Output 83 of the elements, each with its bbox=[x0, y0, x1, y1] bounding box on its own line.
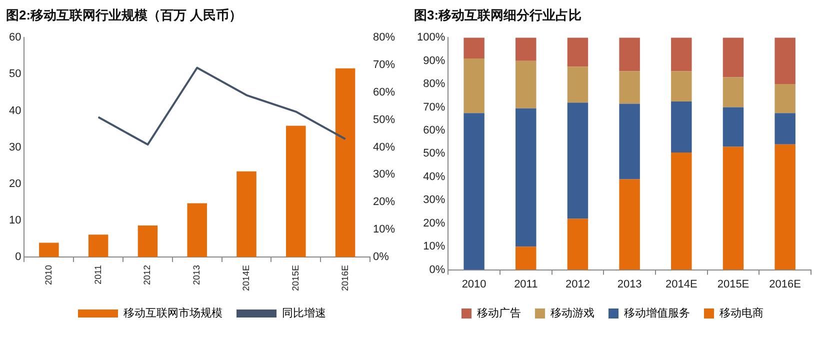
bar bbox=[187, 203, 207, 257]
y-tick-label: 50% bbox=[423, 148, 446, 160]
legend-label: 移动互联网市场规模 bbox=[124, 306, 222, 320]
y-tick-label: 0 bbox=[15, 251, 22, 264]
x-tick-label: 2016E bbox=[340, 264, 350, 292]
legend-label: 同比增速 bbox=[282, 306, 326, 320]
x-tick-label: 2010 bbox=[43, 264, 54, 286]
bar bbox=[671, 101, 692, 153]
y-tick-label: 60 bbox=[8, 32, 22, 44]
bar bbox=[286, 126, 306, 257]
bar bbox=[567, 66, 588, 103]
y-tick-label: 10 bbox=[8, 214, 22, 226]
bar bbox=[464, 38, 484, 58]
y-tick-label: 30 bbox=[8, 141, 22, 154]
bar bbox=[335, 68, 356, 257]
y-tick-label: 20% bbox=[423, 217, 446, 230]
x-tick-label: 2010 bbox=[462, 278, 486, 290]
x-tick-label: 2015E bbox=[717, 278, 750, 290]
x-tick-label: 2013 bbox=[192, 264, 202, 286]
x-tick-label: 2015E bbox=[290, 264, 300, 292]
bar bbox=[722, 107, 744, 147]
y-tick-label: 60% bbox=[423, 124, 446, 137]
legend-label: 移动游戏 bbox=[550, 306, 594, 320]
bar bbox=[619, 104, 640, 180]
y2-tick-label: 30% bbox=[372, 168, 396, 181]
bar bbox=[619, 71, 640, 104]
bar bbox=[671, 38, 692, 72]
bar bbox=[671, 71, 692, 102]
y-tick-label: 50 bbox=[8, 68, 22, 80]
y-tick-label: 70% bbox=[423, 101, 446, 114]
bar bbox=[39, 242, 59, 257]
y2-tick-label: 80% bbox=[372, 32, 396, 44]
y2-tick-label: 50% bbox=[372, 114, 396, 126]
bar bbox=[464, 113, 484, 270]
legend-label: 移动电商 bbox=[720, 306, 764, 320]
bar bbox=[88, 234, 108, 257]
x-tick-label: 2013 bbox=[617, 278, 642, 290]
y2-tick-label: 40% bbox=[372, 141, 396, 154]
bar bbox=[567, 102, 588, 219]
x-tick-label: 2014E bbox=[240, 264, 251, 292]
y-tick-label: 20 bbox=[8, 178, 22, 190]
chart-title: 图2:移动互联网行业规模（百万 人民币） bbox=[6, 7, 242, 22]
y-tick-label: 10% bbox=[423, 240, 446, 253]
x-tick-label: 2011 bbox=[514, 278, 538, 290]
bar bbox=[774, 113, 796, 144]
bar bbox=[516, 60, 536, 108]
bar bbox=[138, 226, 158, 257]
bar bbox=[567, 218, 588, 270]
y-tick-label: 30% bbox=[423, 194, 446, 206]
x-tick-label: 2016E bbox=[769, 278, 801, 290]
y-tick-label: 40% bbox=[423, 170, 446, 183]
chart-title: 图3:移动互联网细分行业占比 bbox=[414, 7, 582, 22]
y-tick-label: 0% bbox=[429, 264, 446, 276]
bar bbox=[722, 77, 744, 108]
x-tick-label: 2011 bbox=[92, 264, 103, 284]
legend-label: 移动广告 bbox=[477, 306, 521, 320]
x-tick-label: 2012 bbox=[142, 264, 152, 286]
bar bbox=[516, 246, 536, 270]
y2-tick-label: 60% bbox=[372, 86, 396, 98]
y-tick-label: 90% bbox=[423, 54, 446, 67]
bar bbox=[619, 38, 640, 72]
bar bbox=[722, 38, 744, 78]
bar bbox=[516, 38, 536, 61]
bar bbox=[722, 146, 744, 270]
legend-label: 移动增值服务 bbox=[624, 308, 690, 320]
bar bbox=[774, 38, 796, 84]
bar bbox=[516, 108, 536, 247]
bar bbox=[464, 58, 484, 114]
x-tick-label: 2014E bbox=[666, 278, 698, 290]
y-tick-label: 100% bbox=[416, 32, 446, 44]
y2-tick-label: 20% bbox=[372, 196, 396, 208]
y2-tick-label: 10% bbox=[372, 224, 396, 236]
x-tick-label: 2012 bbox=[565, 278, 590, 290]
bar bbox=[567, 38, 588, 67]
bar bbox=[774, 144, 796, 270]
y2-tick-label: 0% bbox=[372, 251, 390, 264]
bar bbox=[619, 179, 640, 270]
y-tick-label: 80% bbox=[423, 78, 446, 90]
bar bbox=[774, 84, 796, 114]
bar bbox=[671, 152, 692, 270]
bar bbox=[236, 171, 256, 257]
y2-tick-label: 70% bbox=[372, 59, 396, 72]
y-tick-label: 40 bbox=[8, 104, 22, 117]
